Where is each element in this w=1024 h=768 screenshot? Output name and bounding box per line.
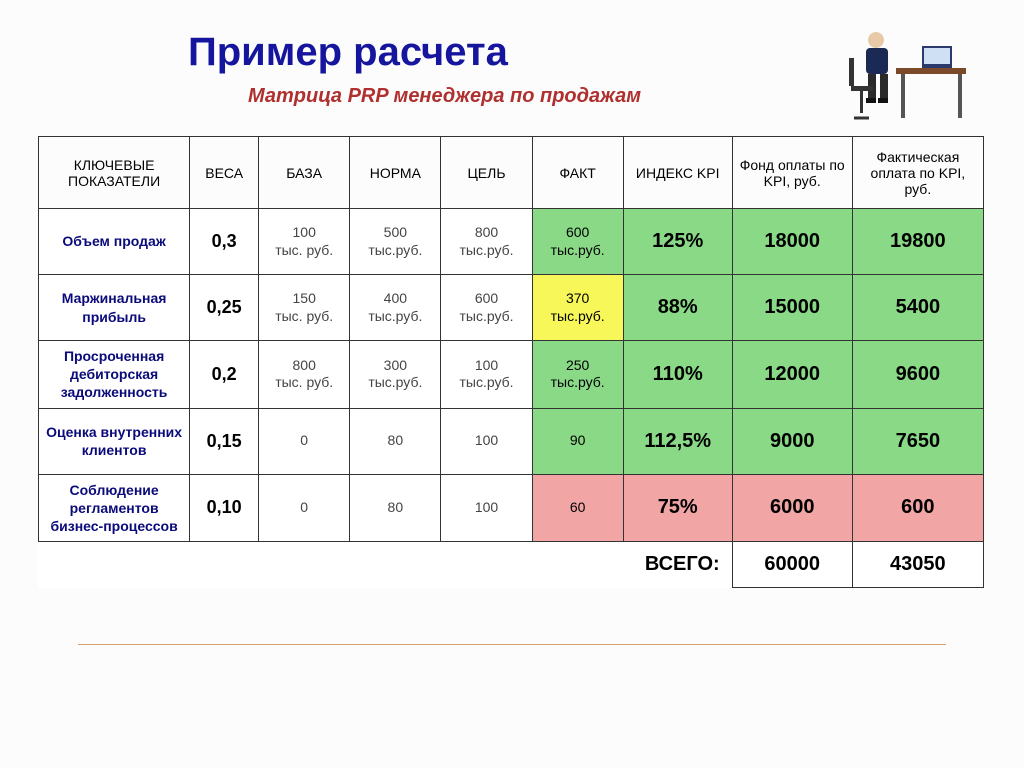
norm-cell: 400тыс.руб.	[350, 275, 441, 341]
totals-label: ВСЕГО:	[623, 542, 732, 588]
target-cell: 800тыс.руб.	[441, 209, 532, 275]
actual-cell: 9600	[852, 341, 983, 409]
actual-cell: 7650	[852, 408, 983, 474]
actual-cell: 600	[852, 474, 983, 542]
weight-cell: 0,10	[190, 474, 259, 542]
businessman-desk-icon	[826, 28, 976, 123]
norm-cell: 80	[350, 408, 441, 474]
table-row: Оценка внутренних клиентов0,150801009011…	[39, 408, 984, 474]
base-cell: 100тыс. руб.	[259, 209, 350, 275]
fund-cell: 6000	[732, 474, 852, 542]
target-cell: 600тыс.руб.	[441, 275, 532, 341]
weight-cell: 0,2	[190, 341, 259, 409]
kpi-cell: 88%	[623, 275, 732, 341]
table-header-row: КЛЮЧЕВЫЕ ПОКАЗАТЕЛИ ВЕСА БАЗА НОРМА ЦЕЛЬ…	[39, 137, 984, 209]
totals-fund: 60000	[732, 542, 852, 588]
norm-cell: 300тыс.руб.	[350, 341, 441, 409]
base-cell: 150тыс. руб.	[259, 275, 350, 341]
fact-cell: 370тыс.руб.	[532, 275, 623, 341]
weight-cell: 0,15	[190, 408, 259, 474]
header-base: БАЗА	[259, 137, 350, 209]
base-cell: 0	[259, 408, 350, 474]
target-cell: 100	[441, 474, 532, 542]
norm-cell: 80	[350, 474, 441, 542]
fact-cell: 90	[532, 408, 623, 474]
target-cell: 100	[441, 408, 532, 474]
header-kpi: ИНДЕКС KPI	[623, 137, 732, 209]
base-cell: 0	[259, 474, 350, 542]
kpi-table: КЛЮЧЕВЫЕ ПОКАЗАТЕЛИ ВЕСА БАЗА НОРМА ЦЕЛЬ…	[38, 136, 984, 588]
row-label: Объем продаж	[39, 209, 190, 275]
kpi-cell: 110%	[623, 341, 732, 409]
weight-cell: 0,25	[190, 275, 259, 341]
weight-cell: 0,3	[190, 209, 259, 275]
header-actual: Фактическая оплата по KPI, руб.	[852, 137, 983, 209]
fund-cell: 9000	[732, 408, 852, 474]
norm-cell: 500тыс.руб.	[350, 209, 441, 275]
base-cell: 800тыс. руб.	[259, 341, 350, 409]
header-key: КЛЮЧЕВЫЕ ПОКАЗАТЕЛИ	[39, 137, 190, 209]
totals-row: ВСЕГО:6000043050	[39, 542, 984, 588]
fact-cell: 600тыс.руб.	[532, 209, 623, 275]
kpi-cell: 112,5%	[623, 408, 732, 474]
fund-cell: 18000	[732, 209, 852, 275]
actual-cell: 19800	[852, 209, 983, 275]
header-fact: ФАКТ	[532, 137, 623, 209]
fund-cell: 15000	[732, 275, 852, 341]
fund-cell: 12000	[732, 341, 852, 409]
table-row: Маржинальная прибыль0,25150тыс. руб.400т…	[39, 275, 984, 341]
table-row: Соблюдение регламентов бизнес-процессов0…	[39, 474, 984, 542]
table-row: Объем продаж0,3100тыс. руб.500тыс.руб.80…	[39, 209, 984, 275]
header-target: ЦЕЛЬ	[441, 137, 532, 209]
table-row: Просроченная дебиторская задолженность0,…	[39, 341, 984, 409]
actual-cell: 5400	[852, 275, 983, 341]
row-label: Просроченная дебиторская задолженность	[39, 341, 190, 409]
fact-cell: 60	[532, 474, 623, 542]
header-weight: ВЕСА	[190, 137, 259, 209]
target-cell: 100тыс.руб.	[441, 341, 532, 409]
header-norm: НОРМА	[350, 137, 441, 209]
fact-cell: 250тыс.руб.	[532, 341, 623, 409]
kpi-cell: 75%	[623, 474, 732, 542]
totals-actual: 43050	[852, 542, 983, 588]
row-label: Маржинальная прибыль	[39, 275, 190, 341]
divider	[78, 644, 946, 645]
row-label: Оценка внутренних клиентов	[39, 408, 190, 474]
kpi-cell: 125%	[623, 209, 732, 275]
row-label: Соблюдение регламентов бизнес-процессов	[39, 474, 190, 542]
header-fund: Фонд оплаты по KPI, руб.	[732, 137, 852, 209]
